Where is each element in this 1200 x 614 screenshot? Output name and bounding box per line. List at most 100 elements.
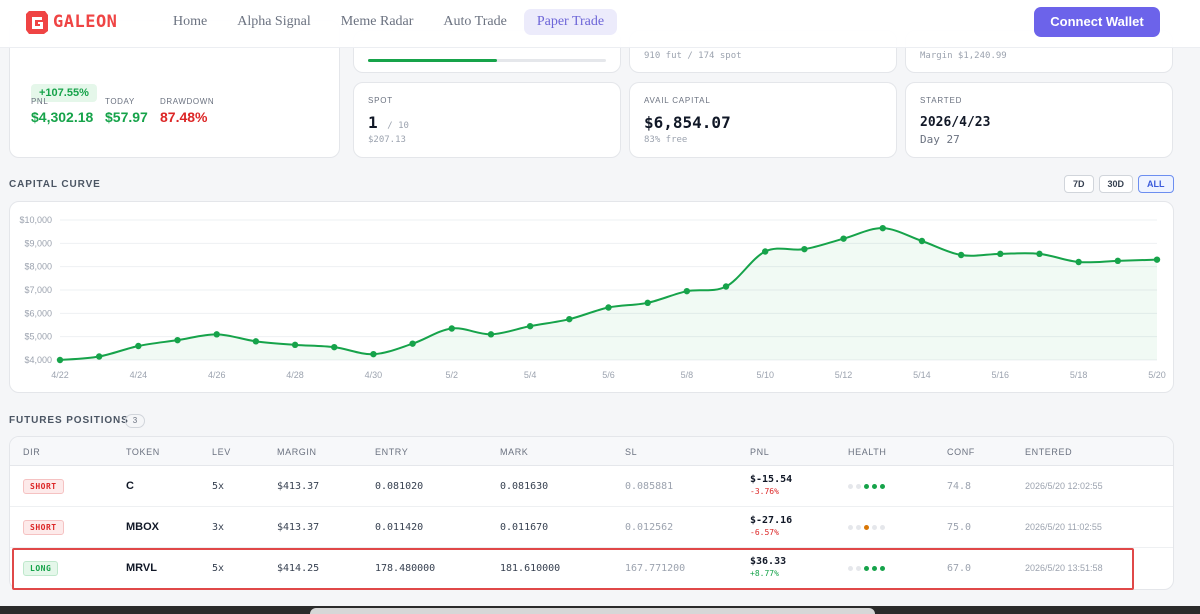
- x-tick-label: 5/20: [1148, 370, 1166, 380]
- capital-data-point: [1036, 250, 1043, 258]
- health-dot: [864, 525, 869, 530]
- x-tick-label: 4/28: [286, 370, 304, 380]
- table-row[interactable]: SHORT C 5x $413.37 0.081020 0.081630 0.0…: [10, 466, 1173, 507]
- health-dot: [848, 484, 853, 489]
- pnl-stat: PNL $4,302.18: [31, 97, 93, 125]
- token-cell[interactable]: C: [126, 480, 134, 492]
- token-cell[interactable]: MBOX: [126, 521, 159, 533]
- usage-progress-fill: [368, 59, 497, 62]
- health-dot: [880, 484, 885, 489]
- x-tick-label: 5/4: [524, 370, 537, 380]
- pnl-percent: +8.77%: [750, 569, 779, 578]
- y-tick-label: $9,000: [24, 238, 52, 248]
- table-header: DIR TOKEN LEV MARGIN ENTRY MARK SL PNL H…: [10, 437, 1173, 466]
- capital-data-point: [370, 350, 377, 358]
- col-margin: MARGIN: [277, 447, 317, 457]
- x-tick-label: 4/30: [365, 370, 383, 380]
- health-dot: [872, 484, 877, 489]
- y-tick-label: $4,000: [24, 355, 52, 365]
- health-dot: [872, 525, 877, 530]
- x-tick-label: 5/18: [1070, 370, 1088, 380]
- nav-meme-radar[interactable]: Meme Radar: [340, 14, 414, 29]
- range-selector: 7D 30D ALL: [1064, 175, 1174, 193]
- main-nav: Home Alpha Signal Meme Radar Auto Trade …: [160, 9, 618, 35]
- capital-curve-title: CAPITAL CURVE: [9, 179, 101, 190]
- x-tick-label: 5/6: [602, 370, 615, 380]
- mark-cell: 181.610000: [500, 563, 561, 574]
- capital-data-point: [56, 356, 64, 364]
- capital-data-point: [174, 336, 181, 344]
- health-dot: [856, 484, 861, 489]
- col-entry: ENTRY: [375, 447, 409, 457]
- capital-curve-chart: $10,000 $9,000 $8,000 $7,000 $6,000 $5,000 $4,…: [9, 201, 1174, 393]
- pnl-percent: -6.57%: [750, 528, 779, 537]
- conf-cell: 74.8: [947, 481, 972, 492]
- health-dot: [856, 525, 861, 530]
- logo-text: GALEON: [53, 12, 118, 32]
- x-tick-label: 5/8: [681, 370, 694, 380]
- table-row[interactable]: SHORT MBOX 3x $413.37 0.011420 0.011670 …: [10, 507, 1173, 548]
- spot-label: SPOT: [368, 96, 393, 105]
- capital-data-point: [762, 248, 769, 255]
- capital-data-point: [566, 315, 573, 323]
- capital-data-point: [448, 325, 455, 332]
- capital-data-point: [487, 331, 495, 338]
- pnl-amount: $-27.16: [750, 515, 793, 526]
- avail-capital-label: AVAIL CAPITAL: [644, 96, 711, 105]
- top-header: GALEON Home Alpha Signal Meme Radar Auto…: [0, 0, 1200, 48]
- margin-cell: $413.37: [277, 481, 320, 492]
- x-tick-label: 4/24: [130, 370, 148, 380]
- sl-cell: 0.012562: [625, 522, 674, 533]
- connect-wallet-button[interactable]: Connect Wallet: [1034, 7, 1160, 37]
- mark-cell: 0.011670: [500, 522, 549, 533]
- y-tick-label: $8,000: [24, 262, 52, 272]
- capital-data-point: [213, 331, 220, 338]
- x-tick-label: 4/22: [51, 370, 69, 380]
- capital-data-point: [135, 342, 142, 350]
- x-tick-label: 5/14: [913, 370, 931, 380]
- drawdown-value: 87.48%: [160, 109, 208, 125]
- bottom-scroll-handle[interactable]: [310, 608, 875, 614]
- range-7d-button[interactable]: 7D: [1064, 175, 1094, 193]
- capital-data-point: [95, 353, 103, 360]
- positions-count-badge: 3: [125, 414, 145, 428]
- range-all-button[interactable]: ALL: [1138, 175, 1174, 193]
- nav-paper-trade[interactable]: Paper Trade: [523, 9, 618, 35]
- logo[interactable]: GALEON: [25, 9, 117, 35]
- token-cell[interactable]: MRVL: [126, 562, 157, 574]
- capital-data-point: [291, 341, 299, 349]
- capital-data-point: [1075, 258, 1082, 266]
- entry-cell: 178.480000: [375, 563, 436, 574]
- pnl-amount: $-15.54: [750, 474, 793, 485]
- y-tick-label: $5,000: [24, 332, 52, 342]
- nav-home[interactable]: Home: [173, 14, 208, 29]
- capital-data-point: [644, 299, 651, 307]
- pnl-value: $4,302.18: [31, 109, 94, 125]
- started-day: Day 27: [920, 133, 960, 146]
- capital-data-point: [526, 322, 534, 330]
- entered-cell: 2026/5/20 11:02:55: [1025, 522, 1102, 532]
- table-row[interactable]: LONG MRVL 5x $414.25 178.480000 181.6100…: [10, 548, 1173, 589]
- capital-data-point: [997, 250, 1004, 258]
- col-conf: CONF: [947, 447, 975, 457]
- capital-data-point: [722, 283, 730, 290]
- dir-badge-short: SHORT: [23, 479, 64, 494]
- avail-capital-sub: 83% free: [644, 135, 688, 145]
- nav-auto-trade[interactable]: Auto Trade: [443, 14, 507, 29]
- col-lev: LEV: [212, 447, 231, 457]
- x-tick-label: 4/26: [208, 370, 226, 380]
- pnl-cell: $-15.54 -3.76%: [750, 474, 792, 496]
- range-30d-button[interactable]: 30D: [1098, 175, 1134, 193]
- y-tick-label: $7,000: [24, 285, 52, 295]
- spot-count: 1: [368, 113, 378, 132]
- started-card: STARTED 2026/4/23 Day 27: [905, 82, 1173, 158]
- pnl-cell: $36.33 +8.77%: [750, 556, 786, 578]
- conf-cell: 75.0: [947, 522, 972, 533]
- dir-badge-short: SHORT: [23, 520, 64, 535]
- nav-alpha-signal[interactable]: Alpha Signal: [237, 14, 311, 29]
- sl-cell: 0.085881: [625, 481, 674, 492]
- health-dot: [880, 566, 885, 571]
- margin-cell: $414.25: [277, 563, 320, 574]
- usage-progress-bar: [368, 59, 606, 62]
- lev-cell: 5x: [212, 481, 225, 492]
